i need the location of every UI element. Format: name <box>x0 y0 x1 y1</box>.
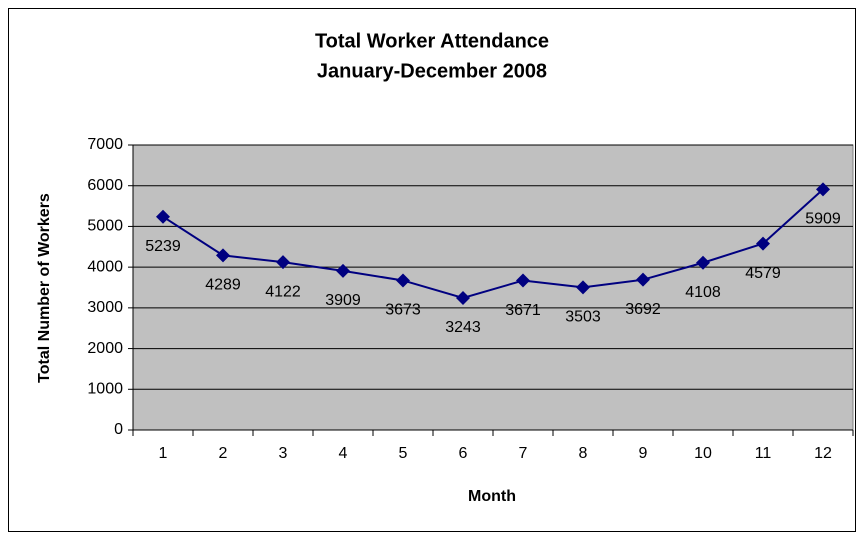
data-point <box>576 280 590 295</box>
data-label: 4289 <box>205 277 241 294</box>
x-tick-label: 2 <box>219 445 228 462</box>
data-label: 3673 <box>385 302 421 319</box>
data-point <box>156 209 170 224</box>
x-axis-label: Month <box>468 488 516 505</box>
data-point <box>756 236 770 251</box>
y-tick-label: 7000 <box>87 136 123 153</box>
data-point <box>396 273 410 288</box>
x-tick-label: 9 <box>639 445 648 462</box>
y-tick-label: 1000 <box>87 381 123 398</box>
x-tick-label: 5 <box>399 445 408 462</box>
data-point <box>636 272 650 287</box>
x-tick-label: 12 <box>814 445 832 462</box>
data-point <box>216 248 230 263</box>
data-label: 4579 <box>745 265 781 282</box>
data-point <box>696 255 710 270</box>
data-label: 3671 <box>505 302 541 319</box>
y-tick-label: 5000 <box>87 218 123 235</box>
data-label: 4122 <box>265 283 301 300</box>
data-label: 3243 <box>445 319 481 336</box>
x-tick-label: 3 <box>279 445 288 462</box>
data-point <box>276 255 290 270</box>
data-line <box>162 188 824 300</box>
y-tick-label: 4000 <box>87 258 123 275</box>
y-tick-label: 3000 <box>87 299 123 316</box>
x-tick-label: 6 <box>459 445 468 462</box>
data-label: 5909 <box>805 211 841 228</box>
x-tick-label: 10 <box>694 445 712 462</box>
y-tick-label: 0 <box>114 421 123 438</box>
data-point <box>816 182 830 197</box>
y-axis-label: Total Number of Workers <box>36 193 53 383</box>
chart-subtitle: January-December 2008 <box>317 60 547 82</box>
data-point <box>516 273 530 288</box>
data-label: 3503 <box>565 309 601 326</box>
data-label: 4108 <box>685 284 721 301</box>
data-label: 3692 <box>625 301 661 318</box>
y-tick-label: 2000 <box>87 340 123 357</box>
y-tick-label: 6000 <box>87 177 123 194</box>
plot-area <box>132 144 854 431</box>
data-label: 3909 <box>325 292 361 309</box>
data-point <box>336 263 350 278</box>
x-tick-label: 1 <box>159 445 168 462</box>
chart-title: Total Worker Attendance <box>315 30 549 52</box>
data-point <box>456 290 470 305</box>
data-label: 5239 <box>145 238 181 255</box>
x-tick-label: 7 <box>519 445 528 462</box>
x-tick-label: 8 <box>579 445 588 462</box>
x-tick-label: 11 <box>755 445 772 462</box>
x-tick-label: 4 <box>339 445 348 462</box>
